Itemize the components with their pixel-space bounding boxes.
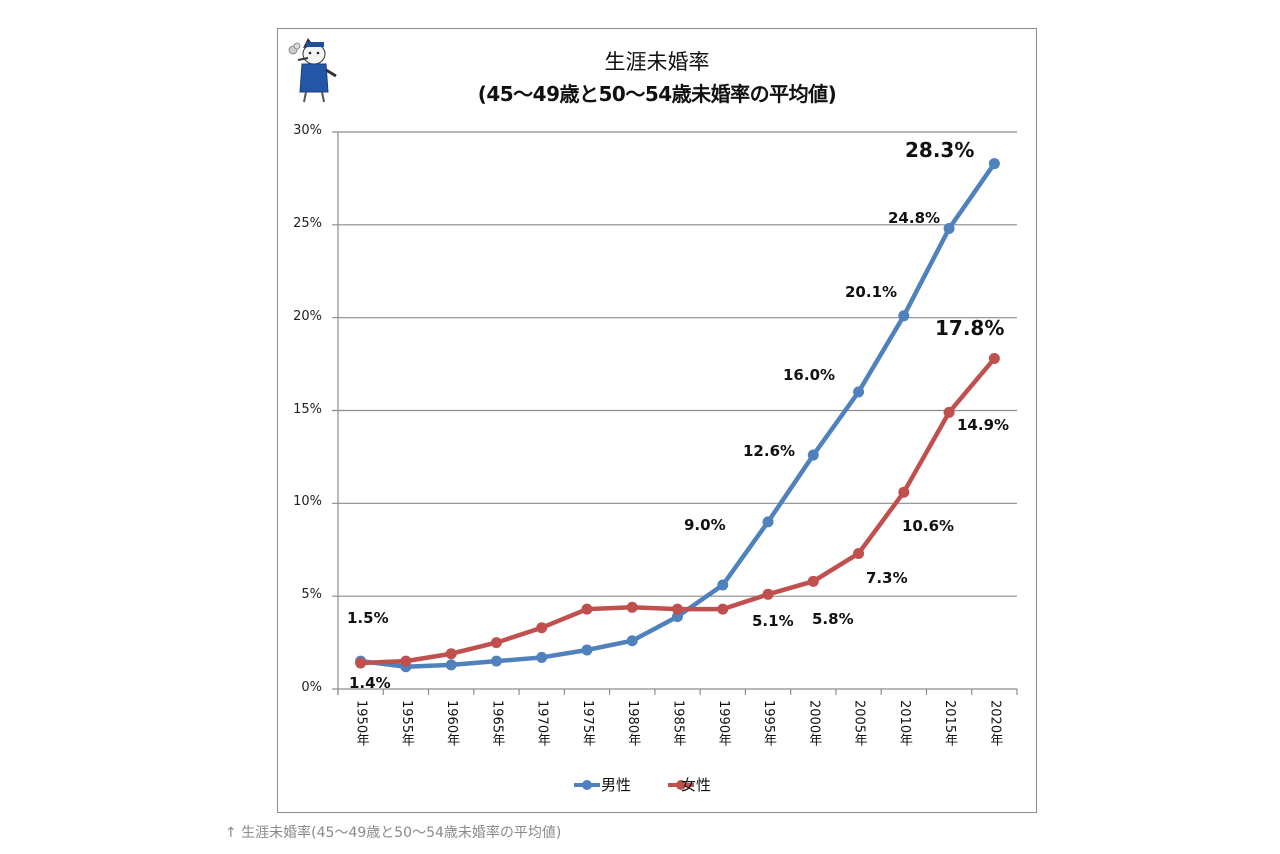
y-tick-label: 5% xyxy=(301,587,322,603)
data-point-marker xyxy=(626,635,638,647)
label-female-1950: 1.4% xyxy=(349,674,391,692)
x-tick-label: 1990年 xyxy=(715,700,731,747)
label-male-2020: 28.3% xyxy=(905,138,975,162)
data-point-marker xyxy=(445,659,457,671)
y-tick-label: 20% xyxy=(293,308,322,324)
label-male-2000: 12.6% xyxy=(743,442,796,460)
y-tick-label: 25% xyxy=(293,215,322,231)
data-point-marker xyxy=(943,406,955,418)
label-female-2020: 17.8% xyxy=(935,316,1005,340)
label-female-2000: 5.8% xyxy=(812,610,854,628)
data-point-marker xyxy=(717,603,729,615)
label-female-2010: 10.6% xyxy=(902,517,955,535)
data-point-marker xyxy=(762,516,774,528)
legend-label-female: 女性 xyxy=(681,776,712,794)
figure-caption: ↑ 生涯未婚率(45～49歳と50～54歳未婚率の平均値) xyxy=(225,825,562,841)
x-tick-label: 1970年 xyxy=(534,700,550,747)
label-male-2010: 20.1% xyxy=(845,283,898,301)
data-point-marker xyxy=(807,575,819,587)
data-point-marker xyxy=(943,223,955,235)
gridlines xyxy=(332,131,1017,597)
x-tick-label: 1985年 xyxy=(670,700,686,747)
y-tick-label: 10% xyxy=(293,494,322,510)
data-point-marker xyxy=(581,644,593,656)
data-point-marker xyxy=(626,601,638,613)
data-point-marker xyxy=(898,486,910,498)
data-point-marker xyxy=(490,637,502,649)
x-tick-label: 1995年 xyxy=(761,700,777,747)
data-point-marker xyxy=(536,622,548,634)
data-point-marker xyxy=(536,651,548,663)
legend-item-female: 女性 xyxy=(681,774,711,795)
data-point-marker xyxy=(355,657,367,669)
chart-title: 生涯未婚率 xyxy=(604,50,710,74)
x-tick-label: 1960年 xyxy=(444,700,460,747)
data-point-marker xyxy=(581,603,593,615)
data-point-marker xyxy=(717,579,729,591)
data-point-marker xyxy=(853,386,865,398)
data-point-marker xyxy=(988,353,1000,365)
y-tick-label: 15% xyxy=(293,401,322,417)
x-tick-label: 1980年 xyxy=(625,700,641,747)
x-tick-label: 2005年 xyxy=(851,700,867,747)
label-male-2015: 24.8% xyxy=(888,209,941,227)
cat-mascot-icon xyxy=(288,38,337,103)
label-male-1950: 1.5% xyxy=(347,609,389,627)
axes xyxy=(332,132,1018,695)
label-male-1995: 9.0% xyxy=(684,516,726,534)
x-tick-label: 1955年 xyxy=(398,700,414,747)
data-point-marker xyxy=(490,655,502,667)
data-point-marker xyxy=(807,449,819,461)
data-point-marker xyxy=(988,158,1000,170)
legend-item-male: 男性 xyxy=(601,774,631,795)
y-tick-label: 0% xyxy=(301,680,322,695)
x-tick-label: 2010年 xyxy=(896,700,912,747)
data-point-marker xyxy=(400,655,412,667)
label-male-2005: 16.0% xyxy=(783,366,836,384)
male-series-line xyxy=(360,162,997,669)
data-point-marker xyxy=(445,648,457,660)
x-tick-label: 1965年 xyxy=(489,700,505,747)
legend: 男性 女性 xyxy=(573,774,711,795)
label-female-2005: 7.3% xyxy=(866,569,908,587)
x-tick-label: 2020年 xyxy=(987,700,1003,747)
label-female-1995: 5.1% xyxy=(752,612,794,630)
x-tick-label: 2015年 xyxy=(942,700,958,747)
data-point-marker xyxy=(853,547,865,559)
legend-label-male: 男性 xyxy=(601,776,632,794)
series-lines xyxy=(355,158,1000,673)
x-tick-label: 1950年 xyxy=(353,700,369,747)
chart-frame xyxy=(277,28,1037,813)
data-point-marker xyxy=(762,588,774,600)
x-tick-label: 1975年 xyxy=(579,700,595,747)
chart-subtitle: (45～49歳と50～54歳未婚率の平均値) xyxy=(477,82,837,106)
y-tick-label: 30% xyxy=(293,123,322,138)
data-point-marker xyxy=(898,310,910,322)
label-female-2015: 14.9% xyxy=(957,416,1010,434)
legend-female-marker xyxy=(676,780,686,790)
data-point-marker xyxy=(672,603,683,615)
x-tick-label: 2000年 xyxy=(806,700,822,747)
legend-male-marker xyxy=(582,780,592,790)
